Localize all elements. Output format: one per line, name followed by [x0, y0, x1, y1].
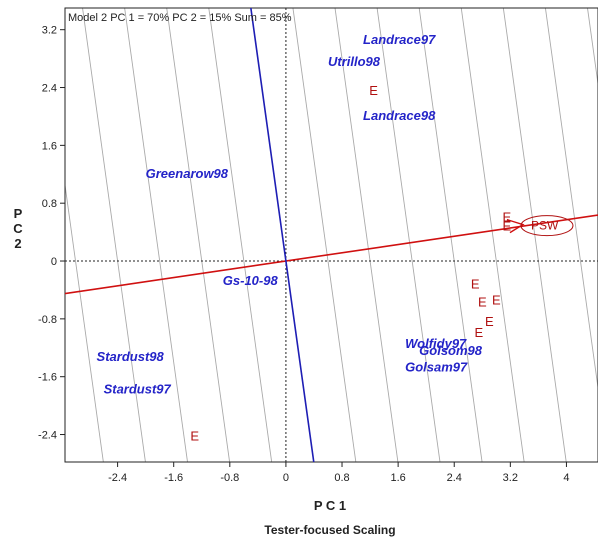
x-tick-label: -1.6 — [164, 472, 183, 484]
genotype-label: Golsam97 — [405, 360, 468, 375]
chart-footer: Tester-focused Scaling — [264, 523, 395, 537]
x-tick-label: 1.6 — [390, 472, 405, 484]
genotype-label: Landrace98 — [363, 108, 436, 123]
genotype-label: Gs-10-98 — [223, 273, 279, 288]
environment-marker: E — [190, 428, 199, 443]
y-tick-label: -2.4 — [38, 430, 57, 442]
concentric-line — [292, 8, 357, 462]
y-tick-label: 3.2 — [42, 25, 57, 37]
x-tick-label: 2.4 — [447, 472, 462, 484]
x-tick-label: -2.4 — [108, 472, 127, 484]
y-tick-label: -0.8 — [38, 314, 57, 326]
chart-title: Model 2 PC 1 = 70% PC 2 = 15% Sum = 85% — [68, 12, 292, 24]
genotype-label: Wolfidy97 — [405, 336, 467, 351]
y-axis-label-glyph: P — [14, 206, 23, 221]
concentric-line — [166, 8, 231, 462]
genotype-label: Utrillo98 — [328, 54, 381, 69]
concentric-line — [0, 0, 71, 534]
y-tick-label: 1.6 — [42, 140, 57, 152]
genotype-label: Stardust97 — [104, 381, 172, 396]
y-axis-label-glyph: 2 — [14, 236, 21, 251]
genotype-label: Golsom98 — [419, 343, 483, 358]
aea-axis-line — [65, 214, 598, 295]
concentric-line — [334, 8, 399, 462]
environment-marker: E — [492, 292, 501, 307]
aea-circle — [520, 215, 574, 237]
concentric-line — [376, 8, 441, 462]
axes: -2.4 -1.6 -0.8 0 0.8 1.6 2.4 3.2 4 3.2 2.4 1.6 0.8 0 -… — [13, 7, 598, 484]
aea-arrowhead — [506, 218, 525, 234]
y-tick-label: 0.8 — [42, 198, 57, 210]
y-tick-label: -1.6 — [38, 372, 57, 384]
concentric-line — [587, 8, 598, 88]
genotype-label: Stardust98 — [97, 349, 165, 364]
environment-marker: E — [478, 295, 487, 310]
x-tick-label: 3.2 — [503, 472, 518, 484]
concentric-line — [124, 8, 188, 462]
x-tick-label: -0.8 — [220, 472, 239, 484]
concentric-line — [460, 8, 525, 462]
y-axis-label-glyph: C — [13, 221, 23, 236]
x-tick-label: 4 — [563, 472, 569, 484]
environment-marker: E — [471, 276, 480, 291]
concentric-line — [502, 8, 567, 462]
y-tick-label: 0 — [51, 256, 57, 268]
environment-marker: E — [474, 325, 483, 340]
genotype-label: Greenarow98 — [146, 166, 229, 181]
x-tick-label: 0 — [283, 472, 289, 484]
environment-marker: E — [369, 83, 378, 98]
concentric-line — [208, 8, 273, 462]
average-environment-label: PSW — [531, 219, 559, 233]
concentric-line — [82, 8, 146, 462]
y-tick-label: 2.4 — [42, 83, 57, 95]
concentric-line — [544, 8, 598, 391]
genotype-label: Landrace97 — [363, 32, 436, 47]
x-tick-label: 0.8 — [334, 472, 349, 484]
concentric-line — [418, 8, 483, 462]
concentric-line — [65, 181, 104, 462]
ordinate-axis-line — [250, 8, 315, 462]
environment-marker: E — [502, 219, 511, 234]
concentric-line — [250, 8, 315, 462]
environment-marker: E — [502, 209, 511, 224]
x-axis-label: P C 1 — [314, 498, 346, 513]
plot-frame — [64, 7, 598, 463]
environment-marker: E — [485, 314, 494, 329]
